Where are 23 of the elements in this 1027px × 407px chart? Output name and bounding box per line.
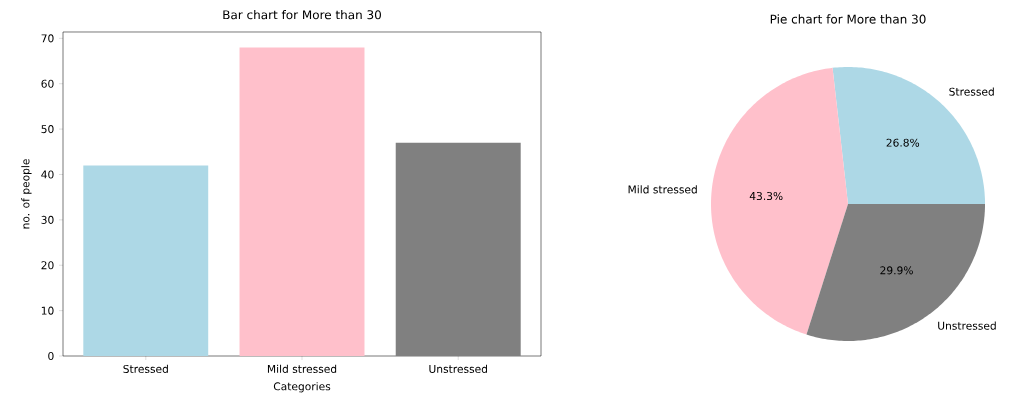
- y-tick-label: 20: [41, 261, 54, 270]
- x-axis-title: Categories: [273, 382, 331, 393]
- y-tick-label: 40: [41, 170, 54, 179]
- y-axis-title: no. of people: [21, 159, 32, 229]
- x-tick-label: Mild stressed: [267, 364, 337, 373]
- bar: [239, 47, 365, 356]
- y-tick-label: 60: [41, 79, 54, 88]
- y-tick-label: 10: [41, 306, 54, 315]
- y-tick-label: 50: [41, 125, 54, 134]
- slice-label: Mild stressed: [628, 185, 697, 194]
- bar: [83, 165, 209, 356]
- y-tick-label: 30: [41, 215, 54, 224]
- data-label: 29.9%: [880, 266, 913, 275]
- data-label: 43.3%: [749, 191, 783, 201]
- data-label: 26.8%: [886, 138, 920, 147]
- slice-label: Stressed: [949, 87, 994, 96]
- y-tick-label: 0: [48, 351, 54, 361]
- slice-label: Unstressed: [938, 321, 996, 330]
- x-tick-label: Unstressed: [429, 364, 487, 373]
- y-tick-label: 70: [41, 34, 54, 43]
- chart-title: Pie chart for More than 30: [770, 14, 926, 24]
- chart-title: Bar chart for More than 30: [223, 10, 381, 20]
- x-tick-label: Stressed: [123, 364, 168, 373]
